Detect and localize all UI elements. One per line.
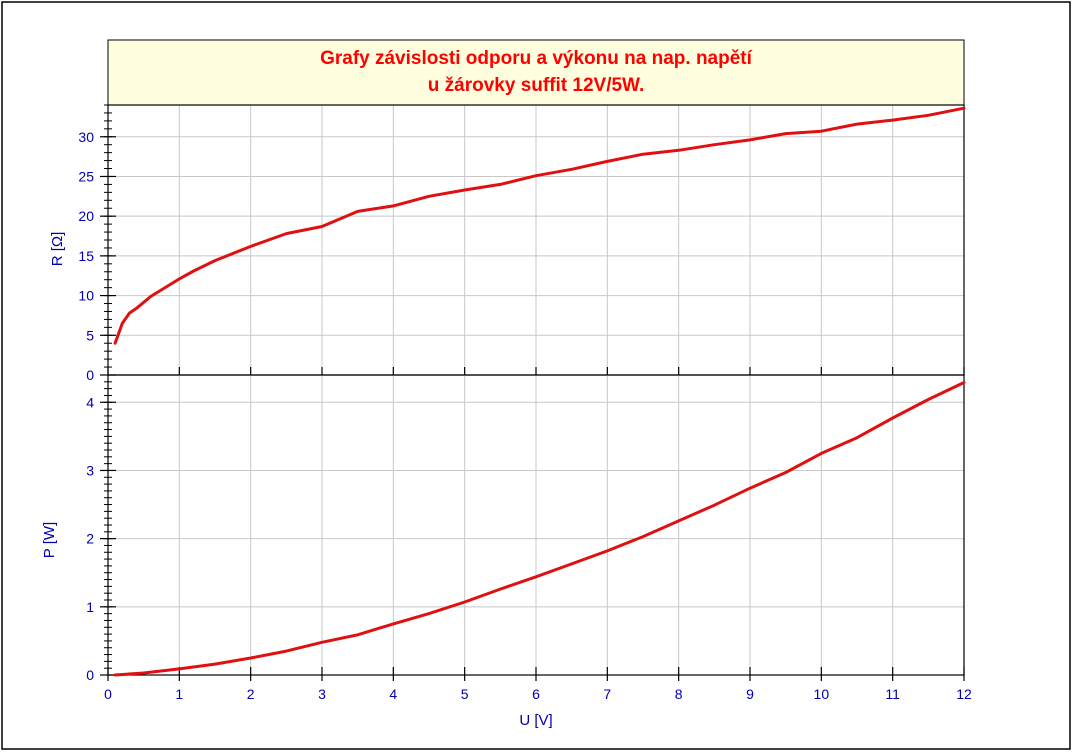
p-x-tick-label: 11 [885,686,900,702]
title-box [107,39,965,106]
resistance-plot: 0 5 10 15 20 25 30 [78,104,966,383]
p-x-tick-label: 3 [318,686,326,702]
p-x-tick-label: 2 [247,686,255,702]
p-x-tick-label: 8 [675,686,683,702]
p-x-tick-label: 12 [956,686,972,702]
r-y-tick-label: 30 [78,129,94,145]
p-x-tick-label: 0 [104,686,112,702]
r-axis-label: R [Ω] [49,232,66,267]
p-x-tick-label: 9 [746,686,754,702]
u-axis-label: U [V] [519,712,552,729]
r-y-tick-label: 10 [78,288,94,304]
p-x-tick-label: 5 [461,686,469,702]
p-y-tick-label: 2 [86,531,94,547]
p-x-tick-label: 6 [532,686,540,702]
p-x-tick-label: 4 [389,686,397,702]
p-axis-label: P [W] [41,522,58,558]
r-y-tick-label: 5 [86,327,94,343]
p-y-tick-label: 0 [86,667,94,683]
chart-title-line1: Grafy závislosti odporu a výkonu na nap.… [320,48,753,69]
p-y-tick-label: 1 [86,599,94,615]
chart-title-line2: u žárovky suffit 12V/5W. [428,75,644,96]
r-y-tick-label: 20 [78,208,94,224]
p-y-tick-label: 4 [86,394,94,410]
p-y-tick-label: 3 [86,462,94,478]
p-x-tick-label: 7 [603,686,611,702]
r-y-tick-label: 15 [78,248,94,264]
p-series-line-0 [113,381,966,677]
p-x-tick-label: 10 [814,686,830,702]
p-x-tick-label: 1 [175,686,183,702]
r-series-line-0 [113,106,966,345]
r-y-tick-label: 0 [86,367,94,383]
r-y-tick-label: 25 [78,168,94,184]
